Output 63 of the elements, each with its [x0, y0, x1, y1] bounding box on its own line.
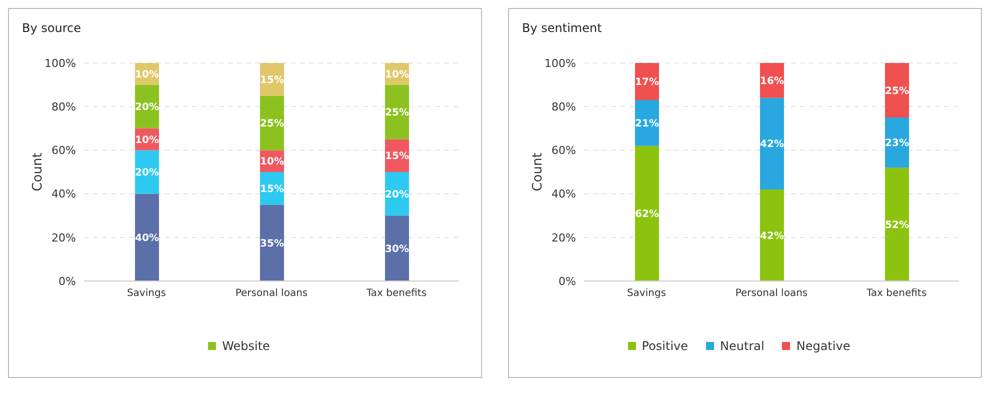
- data-label: 15%: [260, 74, 284, 86]
- x-tick-label: Tax benefits: [365, 288, 427, 300]
- data-label: 25%: [385, 108, 409, 119]
- y-axis-title: Count: [530, 152, 546, 192]
- y-tick-label: 20%: [552, 231, 576, 244]
- x-tick-label: Personal loans: [235, 288, 308, 300]
- x-tick-label: Savings: [126, 288, 166, 300]
- y-tick-label: 40%: [552, 188, 576, 201]
- data-label: 21%: [635, 118, 659, 130]
- y-tick-label: 80%: [552, 100, 576, 114]
- y-tick-label: 60%: [552, 144, 576, 158]
- y-tick-label: 60%: [52, 144, 76, 158]
- bar: [885, 63, 909, 118]
- data-label: 10%: [260, 156, 284, 168]
- data-label: 23%: [885, 138, 909, 150]
- bar: [635, 146, 659, 281]
- data-label: 40%: [135, 232, 159, 244]
- data-label: 20%: [135, 168, 159, 179]
- data-label: 20%: [135, 102, 159, 114]
- data-label: 15%: [385, 151, 409, 162]
- data-label: 10%: [135, 69, 159, 80]
- legend-label: Website: [221, 339, 270, 353]
- data-label: 10%: [385, 69, 409, 80]
- bar: [135, 150, 159, 194]
- y-tick-label: 40%: [52, 188, 76, 201]
- y-tick-label: 100%: [44, 56, 76, 70]
- y-tick-label: 0%: [58, 274, 76, 288]
- data-label: 25%: [260, 118, 284, 130]
- x-tick-label: Savings: [626, 288, 666, 300]
- data-label: 15%: [260, 184, 284, 195]
- bar: [885, 168, 909, 281]
- bar: [135, 194, 159, 281]
- bar: [260, 204, 284, 281]
- legend-label: Negative: [795, 339, 850, 353]
- data-label: 35%: [260, 238, 284, 250]
- legend-label: Positive: [640, 339, 688, 353]
- chart-title: By sentiment: [522, 21, 603, 37]
- bar: [385, 216, 409, 281]
- chart-title: By source: [22, 21, 82, 37]
- y-axis-title: Count: [30, 152, 46, 192]
- data-label: 25%: [885, 86, 909, 97]
- bar: [260, 96, 284, 150]
- x-tick-label: Personal loans: [735, 288, 808, 300]
- data-label: 17%: [635, 77, 659, 88]
- data-label: 62%: [635, 208, 659, 220]
- data-label: 52%: [885, 220, 909, 231]
- data-label: 30%: [385, 244, 409, 255]
- legend-label: Neutral: [719, 339, 764, 353]
- x-tick-label: Tax benefits: [865, 288, 927, 300]
- bar: [760, 189, 784, 281]
- data-label: 42%: [760, 139, 784, 150]
- bar: [385, 84, 409, 140]
- y-tick-label: 80%: [52, 100, 76, 114]
- y-tick-label: 100%: [544, 56, 576, 70]
- bar: [635, 100, 659, 146]
- y-tick-label: 20%: [52, 231, 76, 244]
- bar: [885, 118, 909, 168]
- y-tick-label: 0%: [558, 274, 576, 288]
- data-label: 16%: [760, 76, 784, 87]
- data-label: 20%: [385, 189, 409, 200]
- data-label: 10%: [135, 134, 159, 146]
- data-label: 42%: [760, 230, 784, 242]
- bar: [760, 98, 784, 190]
